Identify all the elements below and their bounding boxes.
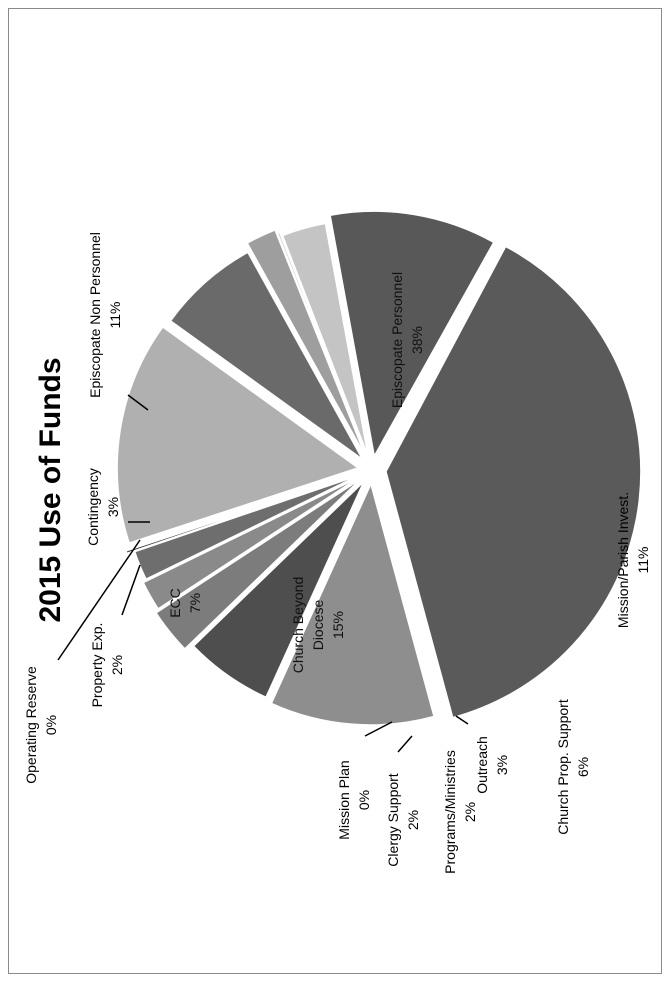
- label-mission-parish-invest: Mission/Parish Invest.: [615, 492, 631, 628]
- value-episcopate-personnel: 38%: [409, 326, 425, 354]
- label-outreach: Outreach: [474, 736, 490, 794]
- label-contingency: Contingency: [85, 468, 101, 546]
- pie-slice-operating-reserve: [276, 231, 368, 458]
- value-church-beyond-diocese: 15%: [330, 611, 346, 639]
- label-episcopate-non-personnel: Episcopate Non Personnel: [87, 232, 103, 398]
- leader-episcopate-non-personnel: [127, 394, 149, 411]
- chart-title: 2015 Use of Funds: [34, 357, 67, 622]
- value-mission-parish-invest: 11%: [635, 547, 651, 574]
- pie-slice-property-exp: [246, 228, 367, 458]
- leader-property-exp: [121, 564, 141, 616]
- pie-slice-programs-ministries: [142, 476, 361, 610]
- label-programs-ministries: Programs/Ministries: [442, 750, 458, 874]
- slice-labels: Episcopate Non Personnel 11% Contingency…: [23, 232, 651, 874]
- leader-mission-plan: [364, 721, 393, 737]
- pie-slice-mission-parish-invest: [270, 481, 435, 726]
- label-church-beyond-diocese-2: Diocese: [310, 600, 326, 651]
- value-contingency: 3%: [105, 497, 121, 517]
- label-mission-plan: Mission Plan: [336, 760, 352, 839]
- label-operating-reserve: Operating Reserve: [23, 666, 39, 784]
- value-mission-plan: 0%: [356, 790, 372, 810]
- value-operating-reserve: 0%: [43, 715, 59, 735]
- pie-slice-mission-plan: [125, 473, 359, 555]
- pie-slice-church-beyond-diocese: [116, 325, 360, 545]
- label-ecc: ECC: [167, 588, 183, 618]
- pie-slice-church-prop-support: [192, 480, 365, 699]
- label-property-exp: Property Exp.: [89, 623, 105, 708]
- value-ecc: 7%: [187, 593, 203, 613]
- pie-slices: [116, 210, 642, 726]
- value-episcopate-non-personnel: 11%: [107, 302, 123, 329]
- value-programs-ministries: 2%: [462, 802, 478, 822]
- value-property-exp: 2%: [109, 655, 125, 675]
- pie-slice-outreach: [155, 478, 362, 650]
- label-church-prop-support: Church Prop. Support: [555, 699, 571, 835]
- label-church-beyond-diocese-1: Church Beyond: [290, 577, 306, 674]
- value-church-prop-support: 6%: [575, 757, 591, 777]
- pie-slice-contingency: [281, 222, 369, 457]
- leader-lines: [57, 394, 469, 753]
- pie-slice-episcopate-personnel: [385, 245, 642, 719]
- pie-slice-episcopate-non-personnel: [329, 210, 495, 459]
- value-outreach: 3%: [494, 755, 510, 775]
- leader-programs-ministries: [455, 715, 469, 725]
- pie-slice-ecc: [169, 251, 364, 461]
- inside-labels: Episcopate Personnel 38% Church Beyond D…: [167, 272, 425, 673]
- label-clergy-support: Clergy Support: [385, 773, 401, 866]
- leader-operating-reserve: [57, 539, 141, 661]
- label-episcopate-personnel: Episcopate Personnel: [389, 272, 405, 408]
- value-clergy-support: 2%: [405, 810, 421, 830]
- leader-clergy-support: [397, 735, 413, 753]
